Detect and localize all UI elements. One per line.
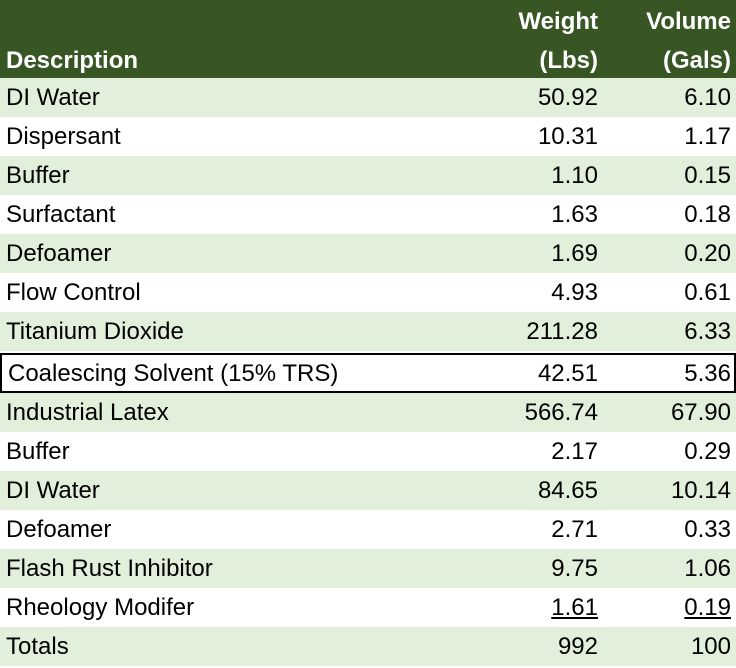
table-row: Industrial Latex 566.74 67.90 [0, 393, 736, 432]
row-volume: 0.18 [684, 201, 731, 228]
row-description: Coalescing Solvent (15% TRS) [8, 360, 339, 387]
row-weight: 10.31 [537, 123, 598, 150]
row-description: Buffer [6, 162, 70, 189]
row-description: Titanium Dioxide [6, 318, 184, 345]
table-row: DI Water 84.65 10.14 [0, 471, 736, 510]
row-weight: 1.61 [551, 594, 598, 621]
row-volume: 0.61 [684, 279, 731, 306]
header-weight: Weight (Lbs) [518, 2, 598, 80]
row-volume: 0.20 [684, 240, 731, 267]
row-description: Rheology Modifer [6, 594, 195, 621]
row-weight: 1.10 [551, 162, 598, 189]
row-weight: 84.65 [537, 477, 598, 504]
row-description: Flow Control [6, 279, 141, 306]
row-weight: 566.74 [524, 399, 598, 426]
row-description: Dispersant [6, 123, 121, 150]
table-row: Defoamer 1.69 0.20 [0, 234, 736, 273]
row-volume: 6.33 [684, 318, 731, 345]
header-weight-line1: Weight [518, 8, 598, 35]
row-volume: 5.36 [684, 360, 731, 387]
row-weight: 2.71 [551, 516, 598, 543]
table-row: Rheology Modifer 1.61 0.19 [0, 588, 736, 627]
row-weight: 1.63 [551, 201, 598, 228]
table-row: Buffer 1.10 0.15 [0, 156, 736, 195]
table-row: Dispersant 10.31 1.17 [0, 117, 736, 156]
row-weight: 42.51 [537, 360, 598, 387]
highlighted-row: Coalescing Solvent (15% TRS) 42.51 5.36 [0, 353, 736, 393]
totals-volume: 100 [690, 633, 731, 660]
table-row: Surfactant 1.63 0.18 [0, 195, 736, 234]
row-volume: 10.14 [670, 477, 731, 504]
table-row: Flow Control 4.93 0.61 [0, 273, 736, 312]
row-description: Defoamer [6, 516, 112, 543]
row-volume: 0.15 [684, 162, 731, 189]
row-weight: 50.92 [537, 84, 598, 111]
row-weight: 2.17 [551, 438, 598, 465]
table-header: Description Weight (Lbs) Volume (Gals) [0, 0, 736, 78]
table-row: Flash Rust Inhibitor 9.75 1.06 [0, 549, 736, 588]
row-description: Industrial Latex [6, 399, 169, 426]
row-description: DI Water [6, 477, 100, 504]
row-description: Flash Rust Inhibitor [6, 555, 213, 582]
table-row: Titanium Dioxide 211.28 6.33 [0, 312, 736, 351]
header-weight-line2: (Lbs) [539, 47, 598, 74]
totals-weight: 992 [557, 633, 598, 660]
row-weight: 211.28 [526, 318, 598, 345]
row-description: Buffer [6, 438, 70, 465]
row-volume: 6.10 [684, 84, 731, 111]
header-volume-line2: (Gals) [662, 47, 731, 74]
table-row: Defoamer 2.71 0.33 [0, 510, 736, 549]
row-volume: 1.17 [684, 123, 731, 150]
row-volume: 0.19 [684, 594, 731, 621]
row-description: Defoamer [6, 240, 112, 267]
totals-label: Totals [6, 633, 69, 660]
row-volume: 0.33 [684, 516, 731, 543]
row-volume: 1.06 [684, 555, 731, 582]
header-volume: Volume (Gals) [646, 2, 731, 80]
table-row: DI Water 50.92 6.10 [0, 78, 736, 117]
row-description: DI Water [6, 84, 100, 111]
row-volume: 0.29 [684, 438, 731, 465]
row-weight: 9.75 [551, 555, 598, 582]
row-description: Surfactant [6, 201, 116, 228]
header-volume-line1: Volume [646, 8, 731, 35]
row-weight: 4.93 [551, 279, 598, 306]
row-volume: 67.90 [670, 399, 731, 426]
table-row: Buffer 2.17 0.29 [0, 432, 736, 471]
header-description: Description [6, 47, 139, 74]
row-weight: 1.69 [551, 240, 598, 267]
totals-row: Totals 992 100 [0, 627, 736, 666]
